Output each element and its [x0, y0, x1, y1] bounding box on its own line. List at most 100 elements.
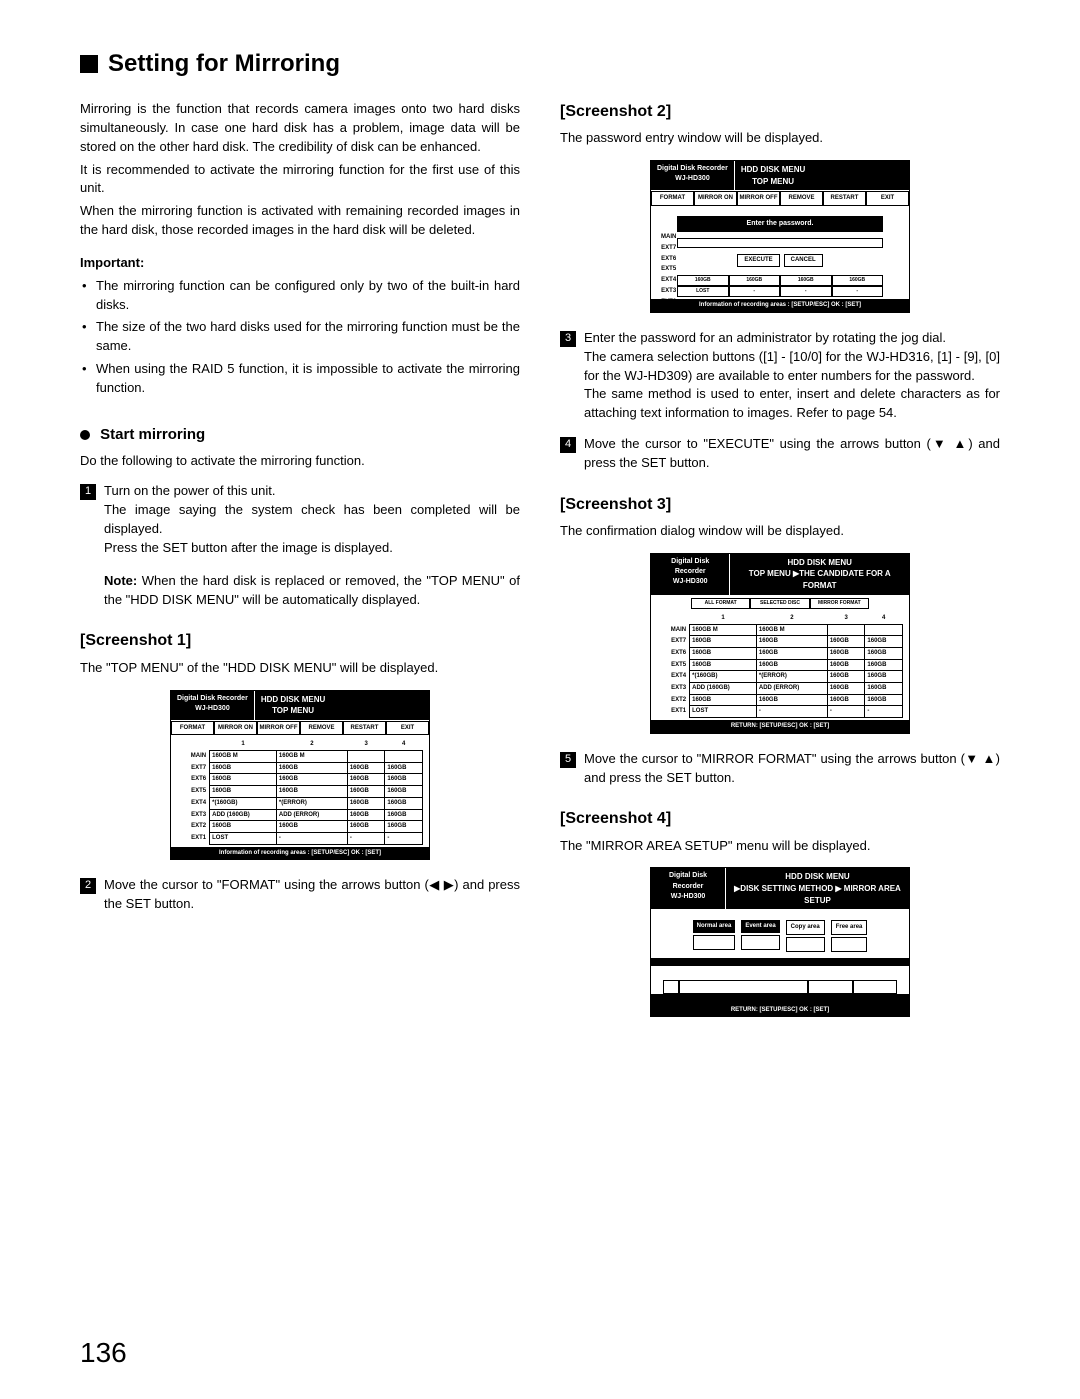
step-1: 1 Turn on the power of this unit. The im… — [80, 482, 520, 557]
fig-model: WJ-HD300 — [177, 704, 248, 714]
figure-1: Digital Disk Recorder WJ-HD300 HDD DISK … — [170, 690, 430, 861]
disk-row-label: EXT1 — [657, 706, 690, 718]
capacity-segment — [663, 980, 679, 994]
cancel-button[interactable]: CANCEL — [784, 254, 823, 267]
execute-button[interactable]: EXECUTE — [737, 254, 779, 267]
disk-cell: 160GB — [690, 647, 757, 659]
disk-cell: 160GB — [865, 636, 903, 648]
disk-row-label: EXT4 — [657, 671, 690, 683]
area-value: 10GB — [693, 935, 736, 950]
fig-menu-title: HDD DISK MENU — [732, 871, 903, 883]
disk-row-label: EXT3 — [657, 683, 690, 695]
figure-2: Digital Disk Recorder WJ-HD300 HDD DISK … — [650, 160, 910, 313]
step-number-icon: 2 — [80, 878, 96, 894]
disk-cell: 160GB — [690, 636, 757, 648]
format-subtab[interactable]: SELECTED DISC — [750, 598, 809, 609]
capacity-segment — [853, 980, 897, 994]
menu-tab[interactable]: EXIT — [386, 721, 429, 736]
disk-cell: 160GB — [385, 797, 423, 809]
disk-cell: 160GB — [827, 694, 865, 706]
step4-text: Move the cursor to "EXECUTE" using the a… — [584, 436, 1000, 470]
page-title: Setting for Mirroring — [80, 50, 1000, 78]
menu-tab[interactable]: FORMAT — [651, 191, 694, 206]
disk-cell: - — [385, 832, 423, 844]
password-input[interactable] — [677, 238, 883, 248]
fig-recorder-label: Digital Disk Recorder — [657, 557, 723, 577]
disk-cell: LOST — [690, 706, 757, 718]
disk-row-label: EXT6 — [657, 647, 690, 659]
disk-cell: 160GB — [827, 636, 865, 648]
disk-cell: ADD (ERROR) — [756, 683, 827, 695]
disk-cell: *(160GB) — [210, 797, 277, 809]
disk-cell: 160GB — [756, 647, 827, 659]
menu-tab[interactable]: RESTART — [343, 721, 386, 736]
menu-tab[interactable]: MIRROR OFF — [737, 191, 780, 206]
screenshot4-heading: [Screenshot 4] — [560, 807, 1000, 830]
area-value: 30GB — [831, 937, 868, 952]
disk-cell: *(ERROR) — [756, 671, 827, 683]
disk-cell: - — [865, 706, 903, 718]
disk-cell: 160GB — [347, 797, 385, 809]
important-item: When using the RAID 5 function, it is im… — [96, 360, 520, 398]
disk-cell: 160GB — [827, 647, 865, 659]
format-subtab[interactable]: ALL FORMAT — [691, 598, 750, 609]
page-number: 136 — [80, 1337, 127, 1369]
disk-cell: ADD (160GB) — [690, 683, 757, 695]
disk-cell: 160GB — [865, 647, 903, 659]
fig-top-menu: TOP MENU — [261, 705, 325, 717]
disk-cell: 160GB M — [276, 751, 347, 763]
screenshot2-heading: [Screenshot 2] — [560, 100, 1000, 123]
menu-tab[interactable]: MIRROR ON — [694, 191, 737, 206]
disk-cell: 160GB — [210, 774, 277, 786]
disk-cell: 160GB — [347, 774, 385, 786]
menu-tab[interactable]: RESTART — [823, 191, 866, 206]
disk-cell: - — [276, 832, 347, 844]
menu-tab[interactable]: REMOVE — [780, 191, 823, 206]
menu-tab[interactable]: MIRROR OFF — [257, 721, 300, 736]
fig2-tabs: FORMATMIRROR ONMIRROR OFFREMOVERESTARTEX… — [651, 191, 909, 206]
disk-cell: ADD (ERROR) — [276, 809, 347, 821]
disk-row-label: MAIN — [177, 751, 210, 763]
note-label: Note: — [104, 573, 137, 588]
screenshot3-heading: [Screenshot 3] — [560, 493, 1000, 516]
area-name: Copy area — [786, 920, 825, 935]
disk-cell: - — [827, 706, 865, 718]
fig4-capacity: HDD Total capacity:160GB — [651, 966, 909, 976]
step-number-icon: 5 — [560, 752, 576, 768]
step1-line2: The image saying the system check has be… — [104, 502, 520, 536]
disk-cell: 160GB M — [756, 624, 827, 636]
step1-line1: Turn on the power of this unit. — [104, 483, 276, 498]
menu-tab[interactable]: FORMAT — [171, 721, 214, 736]
fig1-table: 1234 MAIN160GB M160GB MEXT7160GB160GB160… — [177, 739, 423, 844]
step3-line3: The same method is used to enter, insert… — [584, 386, 1000, 420]
disk-cell: 160GB — [690, 694, 757, 706]
step3-line1: Enter the password for an administrator … — [584, 330, 946, 345]
fig-recorder-label: Digital Disk Recorder — [657, 164, 728, 174]
menu-tab[interactable]: MIRROR ON — [214, 721, 257, 736]
important-list: The mirroring function can be configured… — [80, 277, 520, 398]
step1-line3: Press the SET button after the image is … — [104, 540, 393, 555]
step-5: 5 Move the cursor to "MIRROR FORMAT" usi… — [560, 750, 1000, 788]
capacity-segment — [808, 980, 852, 994]
fig2-row: 160GB160GB160GB160GB — [677, 275, 883, 286]
menu-tab[interactable]: EXIT — [866, 191, 909, 206]
disk-cell: 160GB — [827, 683, 865, 695]
format-subtab[interactable]: MIRROR FORMAT — [810, 598, 869, 609]
disk-cell: 160GB — [347, 762, 385, 774]
disk-row-label: MAIN — [657, 624, 690, 636]
fig-model: WJ-HD300 — [657, 174, 728, 184]
step-3: 3 Enter the password for an administrato… — [560, 329, 1000, 423]
area-value: 30GB — [786, 937, 825, 952]
figure-3: Digital Disk Recorder WJ-HD300 HDD DISK … — [650, 553, 910, 734]
start-lead: Do the following to activate the mirrori… — [80, 452, 520, 471]
disk-cell: 160GB — [276, 762, 347, 774]
fig-model: WJ-HD300 — [657, 577, 723, 587]
fig-menu-title: HDD DISK MENU — [741, 164, 805, 176]
title-square-icon — [80, 55, 98, 73]
disk-row-label: EXT7 — [657, 636, 690, 648]
disk-cell: 160GB — [827, 671, 865, 683]
disk-row-label: EXT1 — [177, 832, 210, 844]
disk-cell: LOST — [210, 832, 277, 844]
menu-tab[interactable]: REMOVE — [300, 721, 343, 736]
step3-line2: The camera selection buttons ([1] - [10/… — [584, 349, 1000, 383]
